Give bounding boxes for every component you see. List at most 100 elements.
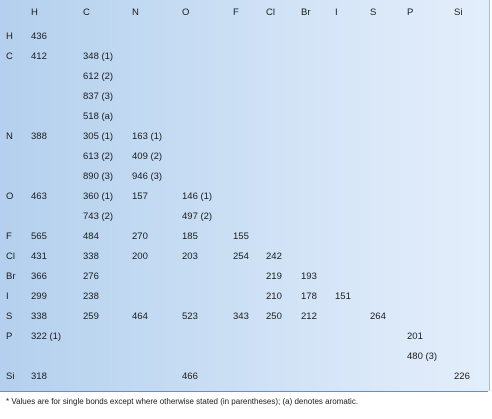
bond-energy-cell: 163 (1) — [132, 131, 163, 142]
bond-energy-cell — [228, 127, 261, 147]
bond-energy-cell — [365, 327, 402, 347]
bond-energy-cell — [127, 327, 177, 347]
bond-energy-cell — [127, 287, 177, 307]
bond-energy-cell — [296, 127, 330, 147]
bond-energy-cell: 201 — [407, 331, 423, 342]
bond-energy-cell: 343 — [233, 311, 249, 322]
bond-energy-cell: 178 — [301, 291, 317, 302]
bond-energy-cell — [402, 287, 449, 307]
table-row: 518 (a) — [0, 107, 489, 127]
bond-energy-cell: 193 — [301, 271, 317, 282]
bond-energy-cell: 837 (3) — [83, 91, 114, 102]
bond-energy-cell — [228, 367, 261, 387]
bond-energy-cell — [402, 147, 449, 167]
bond-energy-cell — [330, 67, 365, 87]
bond-energy-cell — [261, 187, 296, 207]
bond-energy-cell: 743 (2) — [83, 211, 114, 222]
bond-energy-cell — [365, 107, 402, 127]
bond-energy-cell: 322 (1) — [31, 331, 62, 342]
bond-energy-cell — [296, 25, 330, 47]
bond-energy-cell — [78, 367, 127, 387]
bond-energy-cell — [296, 147, 330, 167]
bond-energy-cell — [228, 347, 261, 367]
header-row: H C N O F Cl Br I S P Si — [0, 0, 489, 25]
bond-energy-cell: 276 — [83, 271, 99, 282]
row-header-cell: N — [6, 131, 13, 142]
column-header-p: P — [407, 7, 414, 18]
bond-energy-cell — [330, 227, 365, 247]
bond-energy-cell — [402, 67, 449, 87]
bond-energy-cell: 338 — [83, 251, 99, 262]
bond-energy-cell: 146 (1) — [182, 191, 213, 202]
bond-energy-cell — [449, 187, 489, 207]
bond-energy-cell — [127, 87, 177, 107]
table-row: H 436 — [0, 25, 489, 47]
bond-energy-cell: 151 — [335, 291, 351, 302]
bond-energy-cell — [402, 107, 449, 127]
bond-energy-cell — [449, 287, 489, 307]
column-header-o: O — [182, 7, 190, 18]
bond-energy-cell — [449, 207, 489, 227]
bond-energy-cell — [449, 227, 489, 247]
bond-energy-cell — [177, 127, 228, 147]
bond-energy-cell — [26, 67, 78, 87]
bond-energy-cell: 254 — [233, 251, 249, 262]
bond-energy-cell — [296, 227, 330, 247]
bond-energy-cell — [177, 107, 228, 127]
bond-energy-cell: 219 — [266, 271, 282, 282]
bond-energy-cell — [330, 307, 365, 327]
bond-energy-cell — [365, 167, 402, 187]
bond-energy-cell — [296, 247, 330, 267]
bond-energy-cell — [296, 207, 330, 227]
bond-energy-cell — [127, 267, 177, 287]
bond-energy-cell — [330, 207, 365, 227]
bond-energy-cell: 212 — [301, 311, 317, 322]
bond-energy-cell: 360 (1) — [83, 191, 114, 202]
bond-energy-cell — [228, 287, 261, 307]
bond-energy-cell — [261, 25, 296, 47]
column-header-cl: Cl — [266, 7, 275, 18]
bond-energy-cell — [228, 147, 261, 167]
bond-energy-cell — [449, 347, 489, 367]
bond-energy-cell — [296, 167, 330, 187]
bond-energy-cell: 464 — [132, 311, 148, 322]
bond-energy-cell — [127, 25, 177, 47]
bond-energy-cell — [402, 127, 449, 147]
bond-energy-cell — [228, 187, 261, 207]
bond-energy-cell — [261, 107, 296, 127]
row-header-cell: P — [6, 331, 13, 342]
bond-energy-cell — [177, 47, 228, 67]
bond-energy-cell: 299 — [31, 291, 47, 302]
bond-energy-cell — [26, 87, 78, 107]
table-row: 613 (2) 409 (2) — [0, 147, 489, 167]
bond-energy-cell — [402, 25, 449, 47]
bond-energy-cell — [449, 67, 489, 87]
bond-energy-cell — [330, 367, 365, 387]
bond-energy-cell — [177, 287, 228, 307]
bond-energy-cell — [330, 347, 365, 367]
bond-energy-cell — [26, 107, 78, 127]
table-row: I 299 238 210 178 151 — [0, 287, 489, 307]
bond-energy-cell — [177, 327, 228, 347]
bond-energy-cell — [449, 267, 489, 287]
bond-energy-cell — [228, 47, 261, 67]
bond-energy-cell — [365, 207, 402, 227]
bond-energy-cell: 155 — [233, 231, 249, 242]
bond-energy-cell — [449, 25, 489, 47]
row-header-cell: O — [6, 191, 14, 202]
table-row: 743 (2) 497 (2) — [0, 207, 489, 227]
bond-energy-cell — [261, 347, 296, 367]
bond-energy-cell — [365, 67, 402, 87]
bond-energy-cell: 463 — [31, 191, 47, 202]
bond-energy-cell — [261, 87, 296, 107]
bond-energy-cell — [449, 327, 489, 347]
bond-energy-cell: 226 — [454, 371, 470, 382]
bond-energy-cell — [261, 167, 296, 187]
row-header-cell: Si — [6, 371, 15, 382]
bond-energy-cell: 210 — [266, 291, 282, 302]
row-header-cell — [0, 87, 26, 107]
bond-energy-cell: 613 (2) — [83, 151, 114, 162]
bond-energy-cell — [365, 227, 402, 247]
bond-energy-cell — [449, 147, 489, 167]
bond-energy-cell — [365, 347, 402, 367]
